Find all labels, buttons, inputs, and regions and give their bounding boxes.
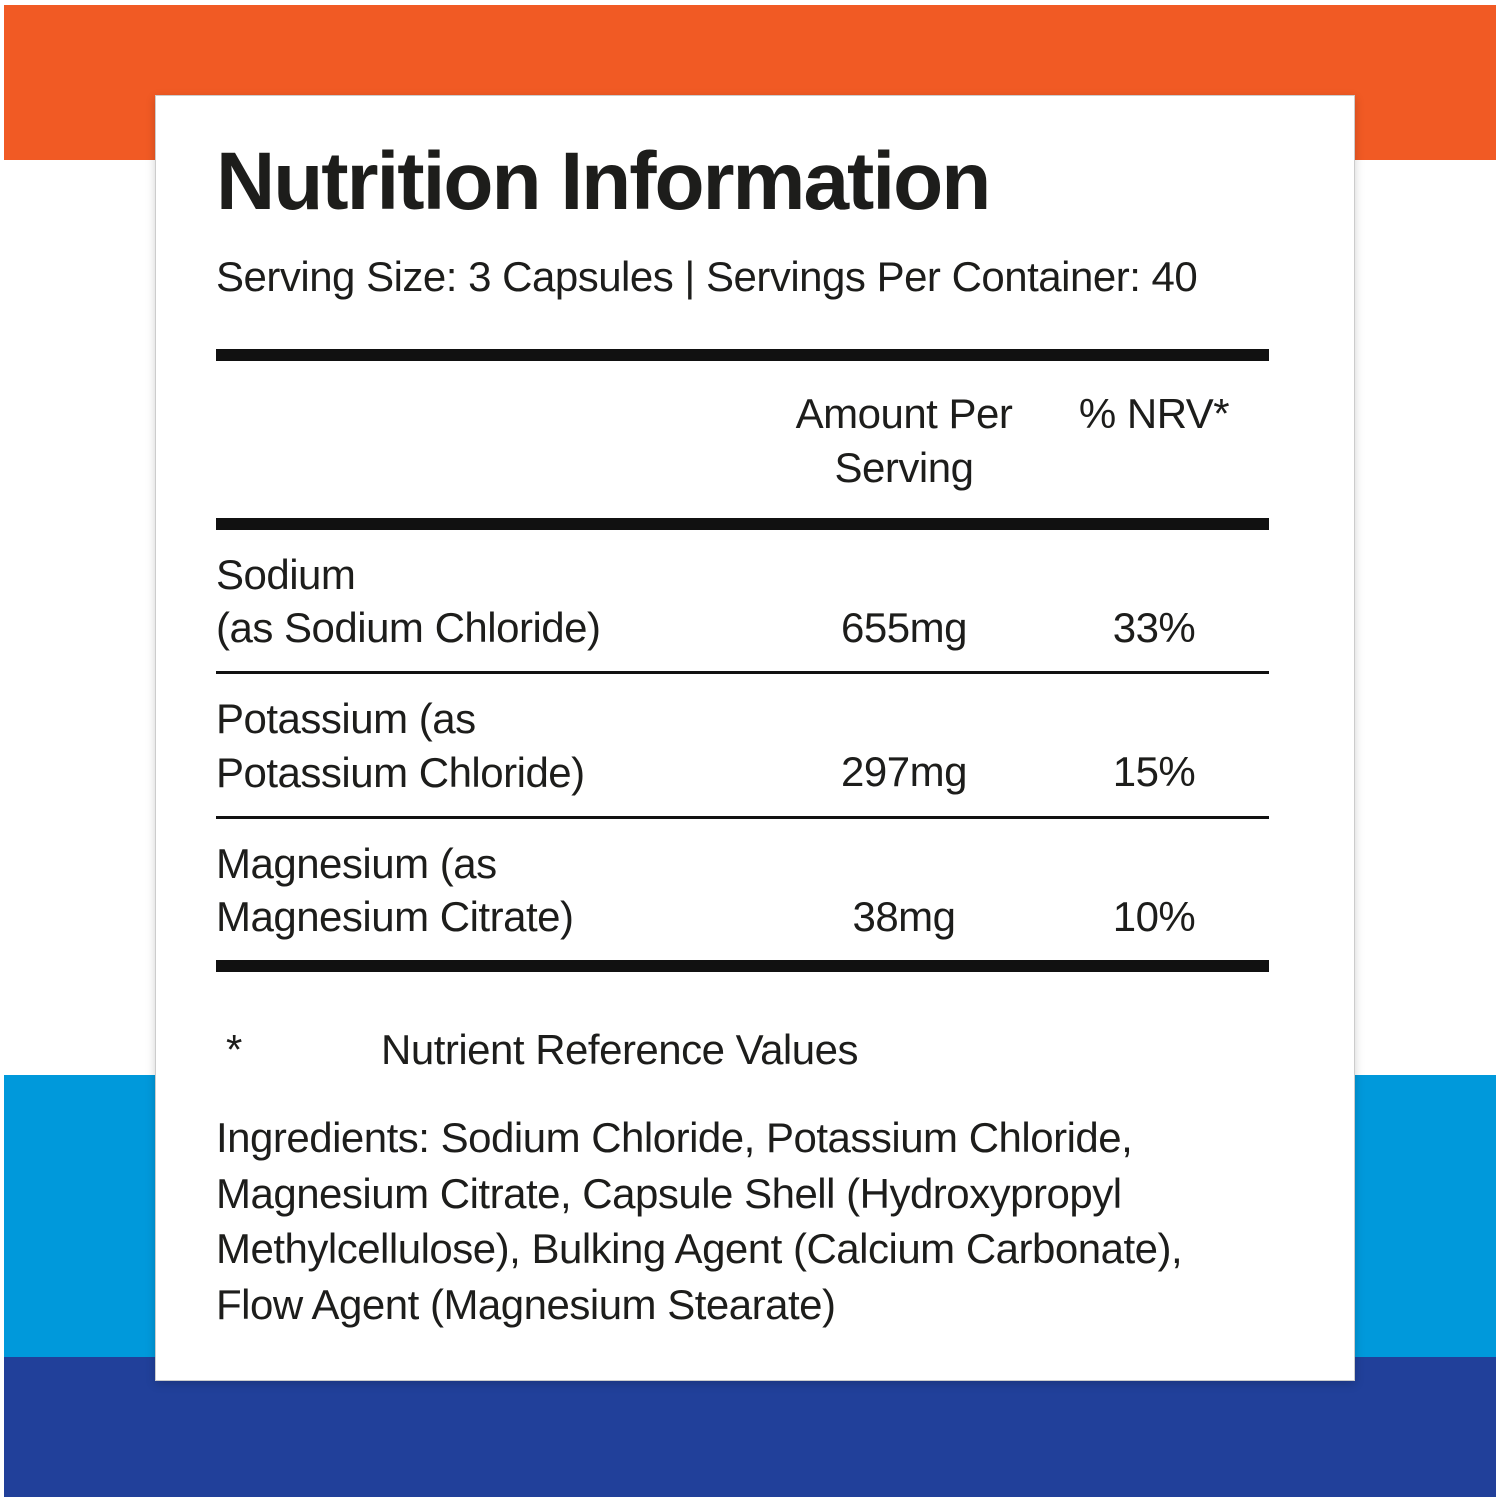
- divider-thick-under-header: [216, 517, 1269, 530]
- divider-thick-top: [216, 348, 1269, 361]
- serving-info: Serving Size: 3 Capsules | Servings Per …: [216, 252, 1198, 300]
- ingredients-paragraph: Ingredients: Sodium Chloride, Potassium …: [216, 1114, 1183, 1328]
- nutrient-name-line1: Magnesium (as: [216, 839, 497, 887]
- nrv-footnote: * Nutrient Reference Values: [216, 1026, 1269, 1074]
- nutrition-card: Nutrition Information Serving Size: 3 Ca…: [155, 95, 1355, 1381]
- nutrient-name-line2: Potassium Chloride): [216, 748, 585, 796]
- nutrient-nrv: 10%: [1112, 892, 1196, 940]
- footnote-text: Nutrient Reference Values: [381, 1026, 858, 1074]
- nutrient-name-line2: Magnesium Citrate): [216, 893, 574, 941]
- header-nrv: % NRV*: [1078, 389, 1230, 437]
- nutrient-name-line1: Potassium (as: [216, 695, 476, 743]
- asterisk-symbol: *: [226, 1026, 242, 1074]
- nutrient-name-line1: Sodium: [216, 550, 356, 598]
- table-row-potassium: Potassium (as Potassium Chloride) 297mg …: [216, 674, 1269, 816]
- nutrient-name-line2: (as Sodium Chloride): [216, 604, 601, 652]
- header-amount-per-serving: Amount Per Serving: [795, 389, 1013, 492]
- table-row-magnesium: Magnesium (as Magnesium Citrate) 38mg 10…: [216, 819, 1269, 961]
- divider-thick-bottom: [216, 960, 1269, 973]
- nutrient-amount: 38mg: [852, 892, 956, 940]
- divider-thin-2: [216, 815, 1269, 819]
- nutrient-name: Potassium (as Potassium Chloride): [216, 692, 769, 800]
- nutrient-name: Magnesium (as Magnesium Citrate): [216, 837, 769, 945]
- nutrient-nrv: 15%: [1112, 748, 1196, 796]
- nutrient-nrv: 33%: [1112, 603, 1196, 651]
- nutrient-name: Sodium (as Sodium Chloride): [216, 548, 769, 656]
- page-title: Nutrition Information: [216, 136, 991, 227]
- nutrient-amount: 297mg: [841, 748, 967, 796]
- table-row-sodium: Sodium (as Sodium Chloride) 655mg 33%: [216, 530, 1269, 672]
- divider-thin-1: [216, 671, 1269, 675]
- table-header-row: Amount Per Serving % NRV*: [216, 387, 1269, 496]
- nutrient-amount: 655mg: [841, 603, 967, 651]
